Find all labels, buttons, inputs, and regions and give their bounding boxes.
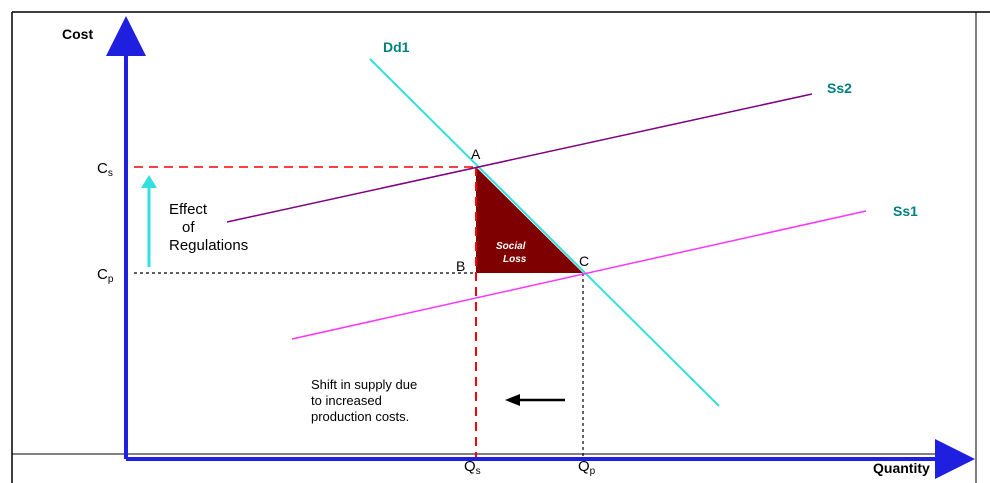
demand-curve	[369, 58, 720, 407]
supply-curve-new	[226, 93, 813, 223]
point-a-label: A	[471, 146, 481, 162]
demand-label: Dd1	[383, 39, 410, 55]
shift-text-line3: production costs.	[311, 409, 409, 424]
x-axis-label: Quantity	[873, 460, 930, 476]
shift-text-line2: to increased	[311, 393, 382, 408]
effect-text-line2: of	[182, 219, 195, 236]
point-b-label: B	[456, 258, 465, 274]
point-c-label: C	[579, 253, 589, 269]
cp-tick-label: Cp	[97, 266, 114, 285]
supply-curve-old	[291, 210, 867, 340]
y-axis-label: Cost	[62, 26, 93, 42]
shift-arrow-head	[505, 394, 520, 406]
social-loss-line1: Social	[496, 241, 526, 252]
cs-tick-label: Cs	[97, 160, 113, 179]
effect-arrow-head	[141, 175, 157, 188]
effect-text-line1: Effect	[169, 201, 208, 218]
qs-tick-label: Qs	[464, 458, 481, 477]
supply-new-label: Ss2	[827, 80, 852, 96]
social-loss-line2: Loss	[503, 254, 527, 265]
supply-old-label: Ss1	[893, 203, 918, 219]
shift-text-line1: Shift in supply due	[311, 377, 417, 392]
effect-text-line3: Regulations	[169, 237, 248, 254]
social-loss-area	[476, 167, 583, 273]
qp-tick-label: Qp	[578, 458, 596, 477]
